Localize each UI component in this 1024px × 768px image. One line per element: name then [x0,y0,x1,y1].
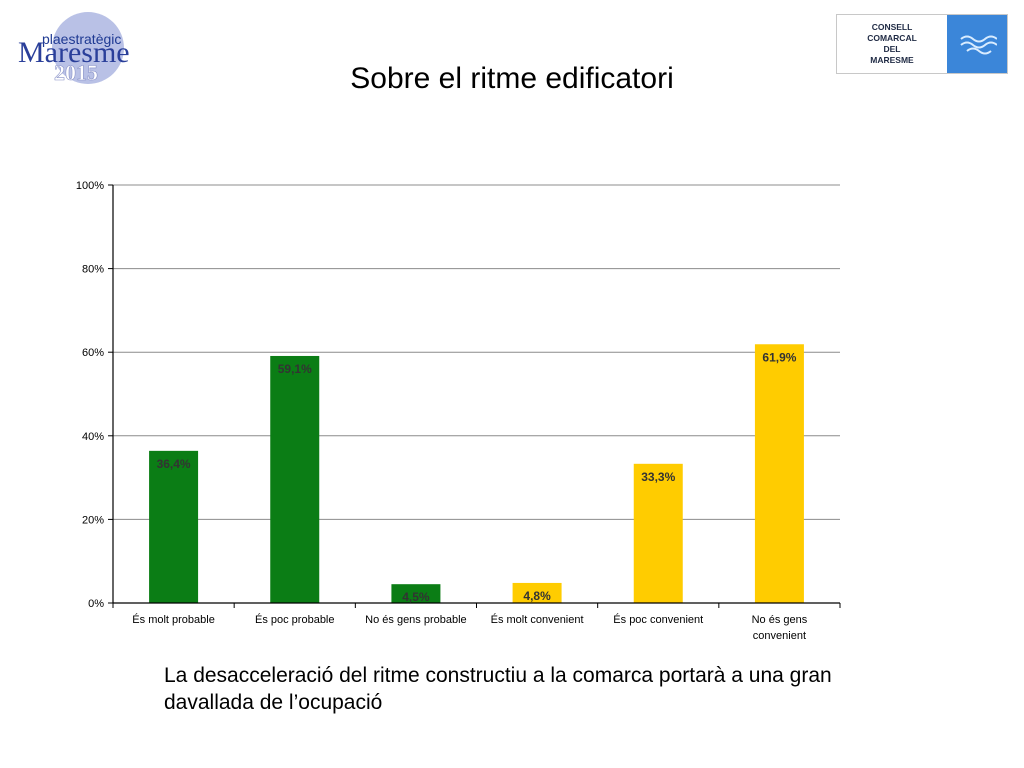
y-tick-label: 0% [88,598,104,610]
logo-circle [52,12,124,84]
bars [149,344,804,603]
consell-logo-line: CONSELL [871,22,913,32]
bar [633,463,683,603]
bar [391,584,441,603]
consell-logo-line: DEL [883,44,901,54]
data-label: 61,9% [762,350,796,364]
axes: 0% 20% 40% 60% 80% 100% És molt probable És poc… [76,180,841,642]
x-tick-label: convenient [753,630,806,642]
y-tick-label: 80% [82,264,104,276]
bar-chart: 0% 20% 40% 60% 80% 100% És molt probable És poc… [76,180,841,642]
plaestrategic-maresme-logo: plaestratègic Maresme 2015 [18,12,130,85]
x-tick-label: No és gens probable [365,614,467,626]
y-tick-label: 60% [82,347,104,359]
logo-year-text: 2015 [54,60,98,85]
y-tick-label: 100% [76,180,104,192]
bar [512,582,562,603]
consell-logo-emblem [947,15,1007,73]
logo-small-text: plaestratègic [42,31,121,47]
y-tick-label: 40% [82,431,104,443]
grid-lines [113,184,840,520]
consell-logo-line: MARESME [870,55,914,65]
y-tick-label: 20% [82,514,104,526]
waves-icon [960,35,997,55]
logo-main-text: Maresme [18,36,130,69]
x-tick-label: És poc convenient [613,613,703,626]
page-title: Sobre el ritme edificatori [350,62,674,95]
x-tick-label: No és gens [752,614,808,626]
x-tick-label: És poc probable [255,613,335,626]
data-labels: 36,4% 59,1% 4,5% 4,8% 33,3% 61,9% [157,350,797,604]
x-tick-label: És molt convenient [491,613,584,626]
bar [149,450,199,603]
bar [270,355,320,603]
consell-logo-text: CONSELL COMARCAL DEL MARESME [837,15,947,73]
data-label: 59,1% [278,362,312,376]
data-label: 33,3% [641,470,675,484]
x-tick-label: És molt probable [132,613,215,626]
data-label: 4,8% [523,589,551,603]
consell-logo-line: COMARCAL [867,33,917,43]
slide-caption: La desacceleració del ritme constructiu … [164,664,832,714]
data-label: 4,5% [402,590,430,604]
consell-comarcal-logo: CONSELL COMARCAL DEL MARESME [836,14,1008,74]
bar [754,344,804,603]
data-label: 36,4% [157,457,191,471]
